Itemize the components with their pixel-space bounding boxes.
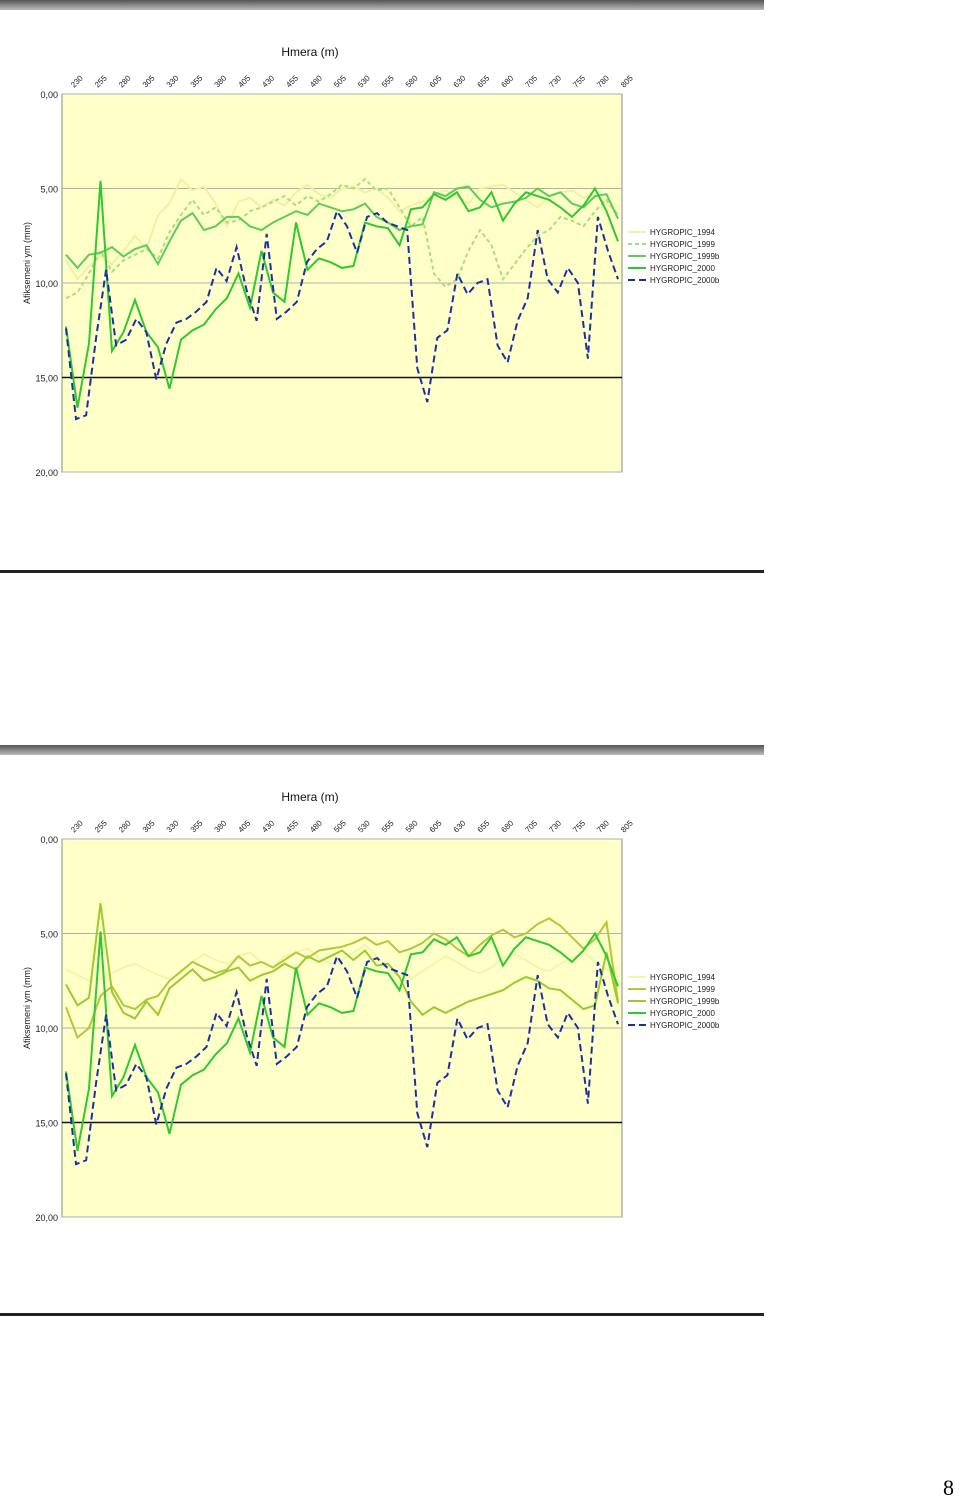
x-tick-label: 730: [547, 818, 563, 834]
slide-top-bar: [0, 0, 764, 10]
x-tick-label: 380: [213, 818, 229, 834]
y-tick-label: 20,00: [35, 1213, 58, 1223]
chart-slide-2: Hmera (m) 0,00 5,00 10,00 15,00 20,00 Afikseme…: [0, 755, 764, 1315]
chart-title: Hmera (m): [281, 45, 338, 59]
legend-label: HYGROPIC_2000b: [650, 1021, 720, 1030]
x-tick-label: 380: [213, 73, 229, 89]
x-tick-label: 280: [117, 73, 133, 89]
y-tick-label: 10,00: [35, 279, 58, 289]
series-line: [65, 185, 619, 270]
x-tick-label: 405: [236, 73, 252, 89]
x-tick-label: 505: [332, 818, 348, 834]
legend-label: HYGROPIC_1999b: [650, 997, 720, 1006]
x-tick-label: 605: [428, 73, 444, 89]
x-tick-label: 455: [284, 818, 300, 834]
series-line: [65, 180, 619, 408]
x-tick-label: 580: [404, 73, 420, 89]
y-tick-label: 10,00: [35, 1024, 58, 1034]
x-tick-label: 405: [236, 818, 252, 834]
series-line: [65, 903, 619, 1020]
y-axis-label: Afiksemeni ym (mm): [22, 967, 32, 1049]
y-tick-label: 15,00: [35, 374, 58, 384]
x-tick-label: 555: [380, 818, 396, 834]
slide-top-bar: [0, 745, 764, 755]
legend-label: HYGROPIC_1994: [650, 228, 715, 237]
x-tick-label: 430: [260, 73, 276, 89]
series-line: [65, 177, 619, 299]
legend-label: HYGROPIC_1994: [650, 973, 715, 982]
x-tick-label: 230: [69, 73, 85, 89]
x-tick-label: 255: [93, 818, 109, 834]
x-tick-label: 480: [308, 818, 324, 834]
series-line: [65, 953, 619, 1166]
legend-label: HYGROPIC_1999: [650, 240, 715, 249]
series-line: [65, 943, 619, 982]
legend-label: HYGROPIC_1999b: [650, 252, 720, 261]
legend-label: HYGROPIC_2000b: [650, 276, 720, 285]
slide-divider: [0, 1313, 764, 1316]
x-tick-label: 730: [547, 73, 563, 89]
x-tick-label: 480: [308, 73, 324, 89]
x-tick-label: 705: [523, 818, 539, 834]
x-tick-label: 305: [141, 73, 157, 89]
x-tick-label: 780: [595, 818, 611, 834]
x-tick-label: 630: [452, 818, 468, 834]
y-tick-label: 0,00: [40, 90, 58, 100]
x-tick-label: 755: [571, 818, 587, 834]
x-tick-label: 605: [428, 818, 444, 834]
y-axis-label: Afiksemeni ym (mm): [22, 222, 32, 304]
slide-divider: [0, 570, 764, 573]
x-tick-label: 780: [595, 73, 611, 89]
x-tick-label: 230: [69, 818, 85, 834]
series-line: [65, 177, 619, 281]
x-tick-label: 805: [619, 818, 635, 834]
legend-label: HYGROPIC_2000: [650, 1009, 715, 1018]
x-tick-label: 455: [284, 73, 300, 89]
x-tick-label: 580: [404, 818, 420, 834]
y-tick-label: 0,00: [40, 835, 58, 845]
y-tick-label: 15,00: [35, 1119, 58, 1129]
x-tick-label: 305: [141, 818, 157, 834]
x-tick-label: 655: [476, 818, 492, 834]
x-tick-label: 505: [332, 73, 348, 89]
x-tick-label: 355: [189, 818, 205, 834]
chart-1-svg: Hmera (m) 0,00 5,00 10,00 15,00 20,00 Afikseme…: [22, 45, 720, 478]
x-tick-label: 530: [356, 818, 372, 834]
x-tick-label: 680: [499, 73, 515, 89]
y-tick-label: 5,00: [40, 930, 58, 940]
series-line: [65, 917, 619, 1040]
x-tick-label: 555: [380, 73, 396, 89]
chart-title: Hmera (m): [281, 790, 338, 804]
x-tick-label: 330: [165, 818, 181, 834]
x-tick-label: 630: [452, 73, 468, 89]
chart-slide-1: Hmera (m) 0,00 5,00 10,00 15,00 20,00 Afikseme…: [0, 10, 764, 570]
x-tick-label: 805: [619, 73, 635, 89]
x-tick-label: 680: [499, 818, 515, 834]
legend-label: HYGROPIC_1999: [650, 985, 715, 994]
x-tick-label: 355: [189, 73, 205, 89]
series-line: [65, 931, 619, 1151]
x-tick-label: 530: [356, 73, 372, 89]
page-number: 8: [943, 1475, 954, 1500]
x-tick-label: 255: [93, 73, 109, 89]
x-tick-label: 280: [117, 818, 133, 834]
y-tick-label: 20,00: [35, 468, 58, 478]
y-tick-label: 5,00: [40, 185, 58, 195]
x-tick-label: 430: [260, 818, 276, 834]
legend-label: HYGROPIC_2000: [650, 264, 715, 273]
x-tick-label: 755: [571, 73, 587, 89]
x-tick-label: 330: [165, 73, 181, 89]
x-tick-label: 705: [523, 73, 539, 89]
x-tick-label: 655: [476, 73, 492, 89]
series-line: [65, 208, 619, 421]
chart-2-svg: Hmera (m) 0,00 5,00 10,00 15,00 20,00 Afikseme…: [22, 790, 720, 1223]
